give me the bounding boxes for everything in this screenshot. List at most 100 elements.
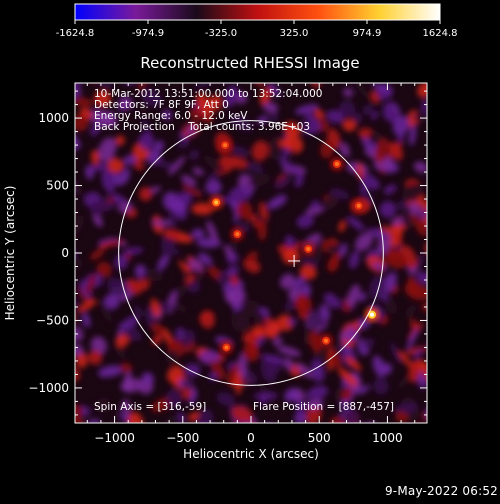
heatmap-blob [158, 301, 174, 312]
heatmap-blob [122, 247, 144, 255]
heatmap-blob [428, 112, 439, 123]
heatmap-blob [123, 155, 137, 165]
heatmap-blob [202, 113, 214, 123]
heatmap-blob [75, 404, 83, 421]
heatmap-image [63, 71, 440, 443]
heatmap-blob [397, 134, 405, 143]
heatmap-blob [284, 300, 298, 311]
heatmap-blob [347, 216, 365, 231]
annotation-detectors: Detectors: 7F 8F 9F, Att 0 [94, 99, 229, 111]
heatmap-blob [135, 71, 147, 83]
heatmap-blob [75, 343, 84, 357]
heatmap-blob [408, 360, 420, 383]
heatmap-blob [177, 303, 188, 313]
heatmap-blob [371, 83, 392, 93]
heatmap-blob [282, 249, 300, 265]
heatmap-blob [349, 250, 360, 269]
heatmap-blob [85, 165, 94, 180]
secondary-source-core [223, 143, 228, 148]
heatmap-blob [383, 184, 397, 195]
heatmap-blob [339, 142, 350, 158]
heatmap-blob [87, 350, 103, 365]
heatmap-blob [138, 132, 155, 151]
heatmap-blob [382, 101, 400, 123]
heatmap-blob [115, 135, 125, 146]
heatmap-blob [319, 304, 331, 321]
heatmap-blob [92, 213, 103, 228]
y-axis-tick-labels: −1000 −500 0 500 1000 [28, 111, 69, 395]
heatmap-blob [401, 210, 413, 229]
heatmap-blob [90, 336, 107, 355]
heatmap-blob [390, 342, 402, 365]
y-tick-label: 0 [61, 246, 69, 260]
heatmap-blob [98, 137, 117, 163]
heatmap-blob [246, 251, 259, 262]
heatmap-blob [94, 398, 108, 413]
heatmap-blob [345, 356, 362, 371]
heatmap-blob [199, 312, 215, 322]
heatmap-blob [224, 291, 235, 303]
y-tick-label: −500 [36, 313, 69, 327]
heatmap-blob [252, 326, 266, 338]
heatmap-blob [425, 203, 440, 221]
heatmap-blob [87, 419, 101, 423]
heatmap-blob [189, 149, 200, 161]
x-axis-label: Heliocentric X (arcsec) [183, 447, 319, 461]
heatmap-blob [181, 387, 192, 400]
heatmap-blob [226, 421, 248, 442]
heatmap-blob [379, 201, 397, 218]
heatmap-blob [188, 258, 204, 273]
heatmap-blob [347, 284, 361, 307]
colorbar-ticks [74, 20, 441, 24]
x-axis-ticks [86, 83, 416, 423]
x-tick-label: −500 [166, 431, 199, 445]
heatmap-blob [89, 71, 108, 83]
heatmap-blob [415, 109, 427, 124]
heatmap-blob [168, 156, 186, 176]
heatmap-blob [90, 124, 101, 137]
heatmap-blob [188, 389, 198, 406]
heatmap-blob [293, 276, 306, 289]
heatmap-blob [75, 327, 84, 342]
heatmap-blob [205, 179, 222, 195]
heatmap-blob [198, 252, 213, 266]
heatmap-blob [134, 264, 146, 278]
heatmap-blob [217, 269, 228, 285]
heatmap-blob [104, 293, 120, 310]
heatmap-blob [114, 254, 128, 270]
heatmap-blob [238, 353, 248, 378]
heatmap-blob [369, 275, 386, 301]
heatmap-blob [415, 422, 432, 443]
colorbar: -1624.8 -974.9 -325.0 325.0 974.9 1624.8 [56, 3, 458, 39]
heatmap-blob [371, 262, 387, 271]
heatmap-blob [139, 186, 153, 202]
y-axis-label: Heliocentric Y (arcsec) [3, 186, 17, 321]
heatmap-blob [242, 343, 260, 362]
heatmap-blob [63, 301, 73, 311]
heatmap-blob [402, 183, 424, 202]
timestamp: 9-May-2022 06:52 [384, 484, 498, 498]
heatmap-blob [180, 175, 197, 187]
heatmap-blob [181, 184, 203, 198]
heatmap-blob [243, 258, 261, 273]
heatmap-blob [269, 113, 279, 122]
x-axis-tick-labels: −1000 −500 0 500 1000 [94, 431, 402, 445]
heatmap-blob [151, 219, 172, 227]
secondary-source-core [235, 232, 240, 237]
heatmap-blob [175, 285, 186, 298]
heatmap-blob [274, 175, 291, 189]
heatmap-blob [408, 202, 422, 215]
heatmap-blob [191, 228, 205, 240]
heatmap-blob [83, 312, 91, 328]
heatmap-blob [417, 83, 427, 98]
heatmap-blob [251, 140, 269, 162]
heatmap-blob [96, 261, 112, 278]
heatmap-blob [78, 298, 97, 312]
heatmap-blob [417, 253, 424, 268]
heatmap-blob [342, 88, 354, 97]
secondary-source-core [324, 338, 329, 343]
heatmap-blob [206, 172, 221, 180]
heatmap-blob [397, 200, 408, 211]
secondary-source-core [306, 246, 311, 251]
heatmap-blob [141, 372, 154, 385]
